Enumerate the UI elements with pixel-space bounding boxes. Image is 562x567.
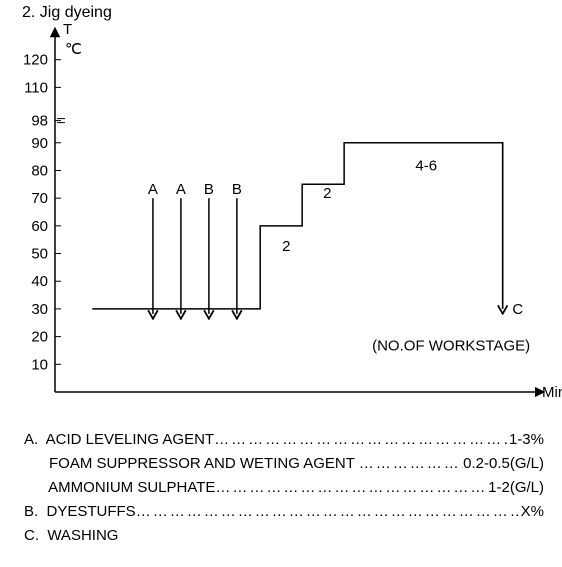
legend-dots: ………………………………………………………………………………………………………… [359,452,463,476]
svg-text:℃: ℃ [65,41,82,58]
legend-value: X% [521,500,544,524]
svg-text:98: 98 [31,113,48,130]
svg-text:C: C [512,301,523,318]
svg-text:A: A [176,181,186,198]
jig-dyeing-chart: 10 20 30 40 50 60 70 80 90 98 110 120 T ℃ Min A A B B 2 2 4-6… [0,22,562,417]
svg-text:50: 50 [31,246,48,263]
svg-text:10: 10 [31,356,48,373]
legend-dots: ………………………………………………………………………………………………………… [136,500,521,524]
legend-row: FOAM SUPPRESSOR AND WETING AGENT …………………… [24,452,544,476]
svg-text:B: B [204,181,214,198]
legend-lead: A. ACID LEVELING AGENT [24,428,214,452]
section-title: 2. Jig dyeing [22,4,112,22]
legend-lead: C. WASHING [24,524,118,548]
svg-text:60: 60 [31,218,48,235]
svg-text:20: 20 [31,329,48,346]
svg-text:2: 2 [282,238,290,255]
legend-lead: AMMONIUM SULPHATE [24,476,215,500]
svg-text:70: 70 [31,190,48,207]
legend-value: 1-2(G/L) [488,476,544,500]
svg-text:(NO.OF WORKSTAGE): (NO.OF WORKSTAGE) [372,337,530,354]
svg-text:120: 120 [23,52,48,69]
legend-row: A. ACID LEVELING AGENT………………………………………………… [24,428,544,452]
svg-text:4-6: 4-6 [415,157,437,174]
legend-dots: ………………………………………………………………………………………………………… [214,428,509,452]
svg-text:A: A [148,181,158,198]
legend-row: AMMONIUM SULPHATE……………………………………………………………… [24,476,544,500]
legend-row: C. WASHING [24,524,544,548]
svg-text:80: 80 [31,162,48,179]
svg-text:110: 110 [24,79,48,96]
svg-text:2: 2 [323,185,331,202]
svg-text:T: T [63,22,72,38]
svg-text:30: 30 [31,301,48,318]
svg-text:Min: Min [542,384,562,401]
chemical-legend: A. ACID LEVELING AGENT………………………………………………… [24,428,544,548]
legend-value: 1-3% [509,428,544,452]
legend-lead: FOAM SUPPRESSOR AND WETING AGENT [24,452,359,476]
svg-text:B: B [232,181,242,198]
legend-row: B. DYESTUFFS…………………………………………………………………………… [24,500,544,524]
svg-text:40: 40 [31,273,48,290]
svg-text:90: 90 [31,135,48,152]
page-root: 2. Jig dyeing 10 20 30 40 50 60 70 80 90 98 110 120… [0,0,562,567]
legend-value: 0.2-0.5(G/L) [463,452,544,476]
legend-lead: B. DYESTUFFS [24,500,136,524]
legend-dots: ………………………………………………………………………………………………………… [215,476,488,500]
